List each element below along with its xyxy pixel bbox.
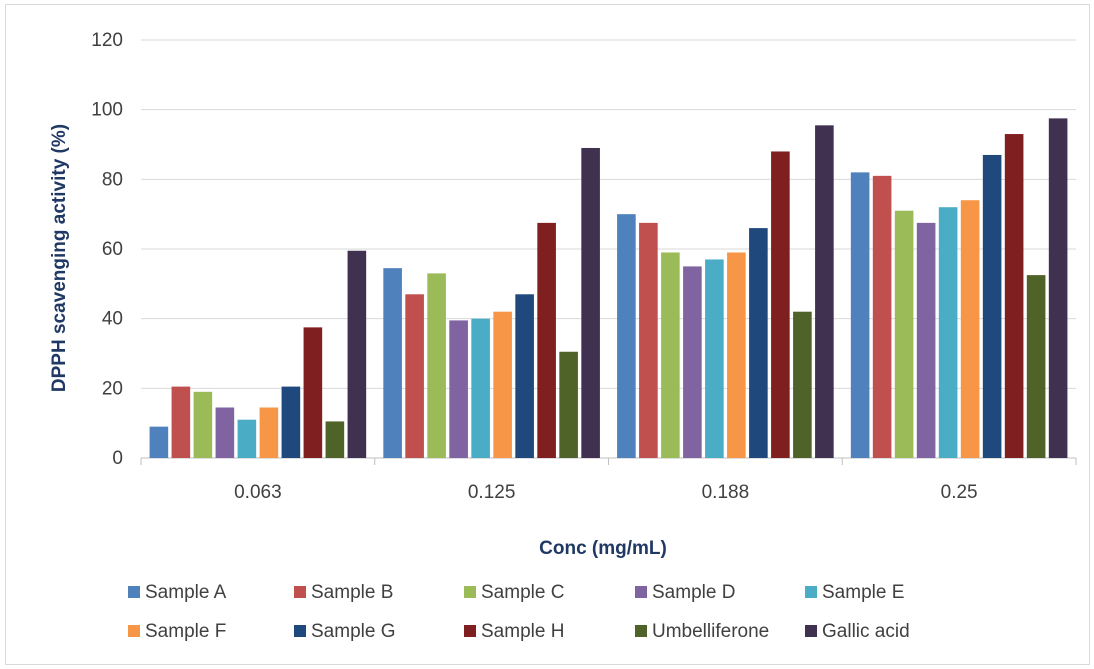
legend-label: Sample C [481,582,564,603]
bar [617,214,636,458]
legend-swatch [294,586,306,598]
bar [815,125,834,458]
x-tick-label: 0.125 [468,482,516,503]
legend-label: Sample D [652,582,735,603]
y-tick-label: 100 [91,100,123,121]
legend-swatch [464,625,476,637]
legend-swatch [805,586,817,598]
bar [537,222,556,458]
bar [872,175,892,458]
chart-svg: 0 20 40 60 80 100 120 0.063 0.125 0.188 0.25 DPPH… [49,30,1077,642]
legend-item: Sample G [294,621,395,642]
bar [325,421,345,458]
bar [1048,118,1068,458]
y-tick-label: 120 [91,30,123,51]
bar [149,426,169,458]
bar [171,386,191,458]
legend-item: Umbelliferone [635,621,769,642]
bar [1026,275,1046,458]
legend-label: Sample B [311,582,393,603]
bar [237,419,257,458]
x-tick-label: 0.063 [234,482,282,503]
bar [559,351,578,458]
bar [894,210,914,458]
bar [661,252,680,458]
legend-swatch [635,625,647,637]
legend-item: Sample E [805,582,904,603]
legend-swatch [294,625,306,637]
legend-label: Sample G [311,621,395,642]
bar [581,147,600,458]
legend-swatch [805,625,817,637]
legend-label: Sample A [145,582,227,603]
legend-swatch [464,586,476,598]
bar [347,250,367,458]
bar [938,207,958,458]
bar [383,268,402,458]
legend-item: Sample C [464,582,564,603]
bar [471,318,490,458]
y-tick-label: 60 [102,239,123,260]
bar [405,294,424,458]
y-axis-ticks: 0 20 40 60 80 100 120 [91,30,123,469]
bar [916,222,936,458]
legend-item: Sample D [635,582,735,603]
y-tick-label: 20 [102,378,123,399]
chart-frame: 0 20 40 60 80 100 120 0.063 0.125 0.188 0.25 DPPH… [5,4,1090,665]
bar [793,311,812,458]
legend-swatch [128,586,140,598]
legend-label: Sample E [822,582,904,603]
bar [727,252,746,458]
bar [639,222,658,458]
legend-swatch [128,625,140,637]
legend-label: Sample H [481,621,564,642]
bar [215,407,235,458]
bar [749,228,768,458]
bars [149,118,1068,459]
y-tick-label: 80 [102,169,123,190]
x-axis-title: Conc (mg/mL) [539,538,667,559]
bar [705,259,724,458]
bar [193,391,213,458]
y-tick-label: 40 [102,309,123,330]
legend-label: Sample F [145,621,226,642]
legend-item: Gallic acid [805,621,910,642]
legend-label: Umbelliferone [652,621,769,642]
gridlines [140,39,1077,465]
x-tick-label: 0.188 [702,482,750,503]
x-tick-label: 0.25 [941,482,978,503]
legend-item: Sample F [128,621,226,642]
bar [771,151,790,458]
bar [449,320,468,458]
legend-item: Sample A [128,582,227,603]
bar [982,154,1002,458]
bar [960,200,980,458]
legend: Sample A Sample B Sample C Sample D Sample E… [128,582,910,642]
legend-item: Sample H [464,621,564,642]
legend-swatch [635,586,647,598]
legend-label: Gallic acid [822,621,910,642]
bar [303,327,323,458]
x-axis-ticks: 0.063 0.125 0.188 0.25 [234,482,978,503]
bar [493,311,512,458]
bar [427,273,446,458]
legend-item: Sample B [294,582,393,603]
bar [281,386,301,458]
bar [515,294,534,458]
bar [1004,134,1024,459]
bar [850,172,870,458]
y-tick-label: 0 [112,448,123,469]
y-axis-title: DPPH scavenging activity (%) [49,124,70,392]
bar [683,266,702,458]
bar [259,407,279,458]
